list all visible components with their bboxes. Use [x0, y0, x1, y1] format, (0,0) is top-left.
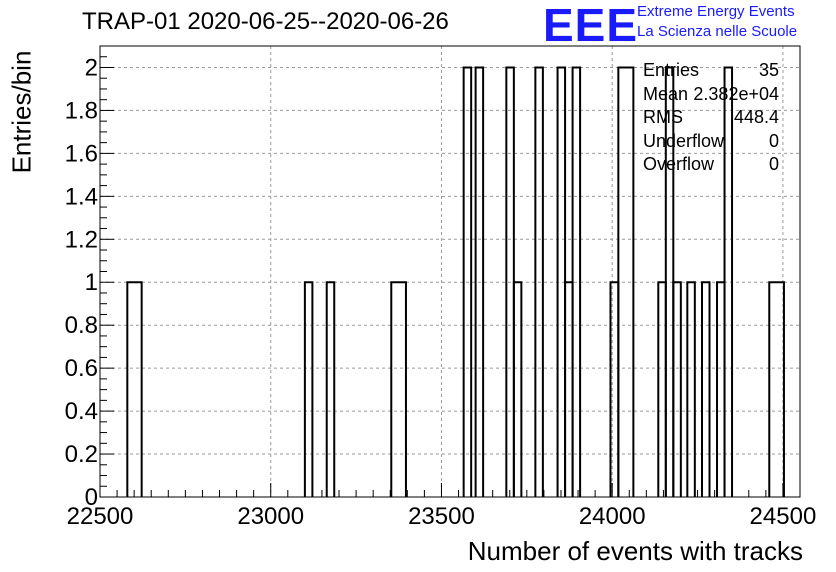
stat-value: 448.4	[733, 107, 779, 127]
stat-value: 2.382e+04	[693, 83, 779, 104]
x-tick-label: 23500	[408, 503, 475, 530]
histogram-bin	[609, 281, 620, 497]
histogram-bars	[126, 66, 785, 497]
x-axis-label: Number of events with tracks	[467, 536, 803, 566]
histogram-bin	[617, 66, 635, 497]
y-tick-label: 0.6	[65, 355, 98, 382]
histogram-bin	[462, 66, 473, 497]
y-tick-label: 1.4	[65, 183, 98, 210]
stats-box: Entries 35 Mean 2.382e+04 RMS 448.4 Unde…	[643, 60, 779, 178]
grid-lines	[100, 46, 800, 497]
histogram-bin	[303, 281, 314, 497]
eee-logo: EEE	[543, 0, 639, 51]
stat-key: Mean	[643, 83, 689, 104]
stat-value: 0	[768, 130, 779, 151]
y-tick-label: 0.2	[65, 441, 98, 468]
y-tick-label: 2	[85, 54, 98, 81]
histogram-bin	[571, 66, 582, 497]
y-tick-label: 1.2	[65, 226, 98, 253]
histogram-bin	[564, 281, 574, 497]
stat-row-entries: Entries 35	[643, 60, 779, 84]
stat-value: 35	[758, 60, 779, 80]
histogram-bin	[390, 281, 407, 497]
y-tick-label: 0	[85, 484, 98, 511]
stat-row-rms: RMS 448.4	[643, 107, 779, 131]
histogram-bin	[126, 281, 143, 497]
y-axis-label: Entries/bin	[6, 50, 37, 174]
stat-key: Entries	[643, 60, 700, 80]
stat-row-underflow: Underflow 0	[643, 131, 779, 155]
histogram-bin	[686, 281, 696, 497]
histogram-bin	[723, 66, 734, 497]
x-tick-label: 24500	[750, 503, 817, 530]
x-tick-label: 23000	[237, 503, 304, 530]
stat-key: Overflow	[643, 154, 715, 174]
stat-row-overflow: Overflow 0	[643, 154, 779, 178]
histogram-bin	[701, 281, 711, 497]
stat-value: 0	[768, 154, 779, 174]
axis-ticks	[99, 45, 801, 498]
axis-tick-labels: 22500 23000 23500 24000 2450000.20.40.60.811…	[65, 54, 817, 530]
histogram-bin	[657, 281, 667, 497]
y-tick-label: 1.8	[65, 97, 98, 124]
x-tick-label: 22500	[67, 503, 134, 530]
histogram-bin	[325, 281, 336, 497]
org-name-line2: La Scienza nelle Scuole	[637, 23, 798, 40]
histogram-bin	[768, 281, 785, 497]
y-tick-label: 0.8	[65, 312, 98, 339]
y-tick-label: 1	[85, 269, 98, 296]
y-tick-label: 0.4	[65, 398, 98, 425]
histogram-bin	[716, 281, 726, 497]
stat-key: Underflow	[643, 130, 725, 151]
org-name-line1: Extreme Energy Events	[637, 3, 795, 20]
y-tick-label: 1.6	[65, 140, 98, 167]
chart-title: TRAP-01 2020-06-25--2020-06-26	[82, 8, 449, 35]
stat-row-mean: Mean 2.382e+04	[643, 84, 779, 108]
histogram-bin	[512, 281, 523, 497]
histogram-bin	[474, 66, 485, 497]
histogram-bin	[672, 281, 682, 497]
stat-key: RMS	[643, 107, 683, 127]
x-tick-label: 24000	[579, 503, 646, 530]
histogram-bin	[534, 66, 544, 497]
